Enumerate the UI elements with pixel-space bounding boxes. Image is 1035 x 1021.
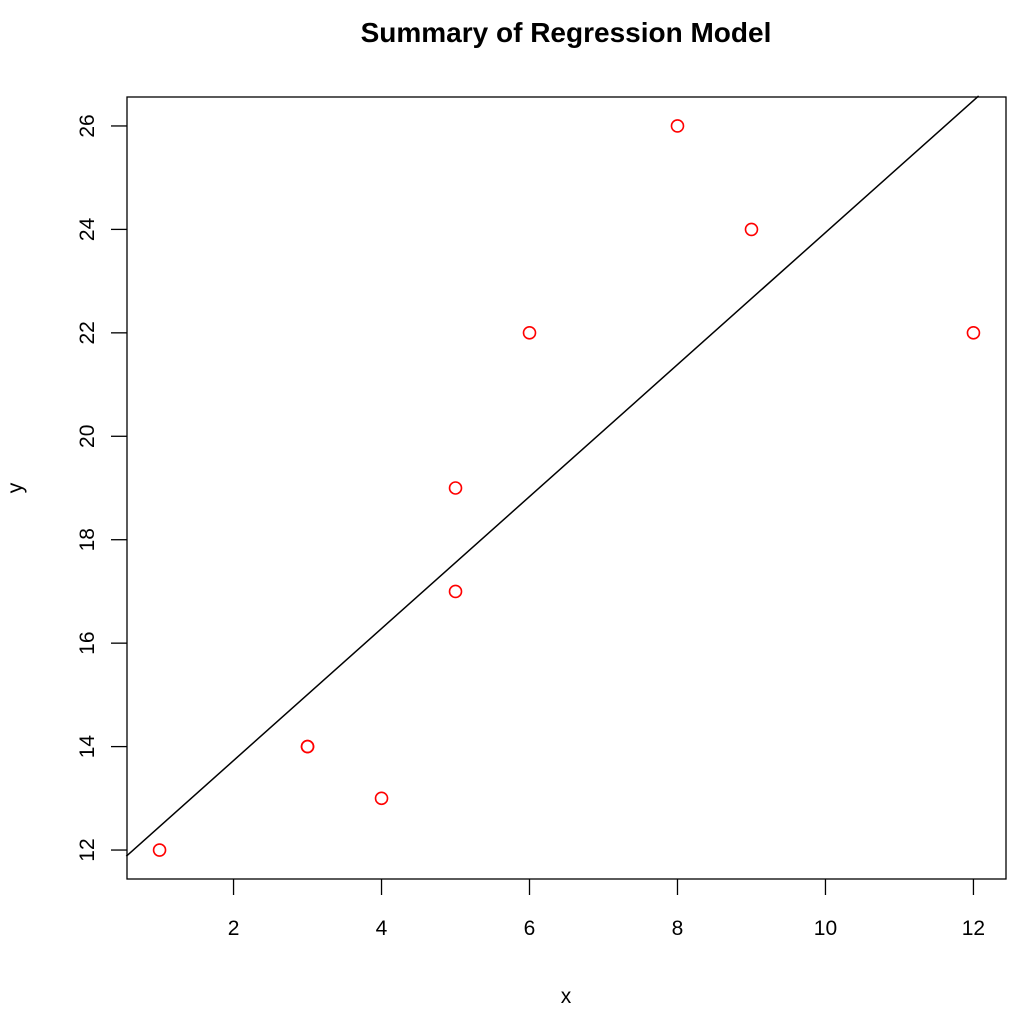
y-tick-label: 18	[76, 528, 99, 551]
x-tick-label: 2	[228, 917, 240, 940]
x-tick-label: 8	[672, 917, 684, 940]
y-tick-label: 12	[76, 838, 99, 861]
data-point	[522, 326, 537, 340]
data-point	[448, 584, 463, 599]
x-tick-label: 6	[524, 917, 536, 940]
data-point	[966, 326, 981, 340]
y-axis: 12 14 16 18 20 22 24 26	[76, 114, 127, 862]
data-point	[374, 791, 389, 806]
plot-frame	[126, 96, 1007, 880]
data-point	[152, 843, 167, 857]
y-tick-label: 22	[76, 321, 99, 344]
y-axis-label: y	[4, 482, 27, 493]
regression-line	[125, 95, 980, 857]
y-tick-label: 26	[76, 114, 99, 137]
data-point	[670, 119, 685, 133]
y-tick-label: 14	[76, 735, 99, 759]
data-point	[744, 222, 759, 237]
x-axis-label: x	[561, 985, 572, 1008]
data-point	[448, 481, 463, 495]
y-tick-label: 20	[76, 425, 99, 448]
x-tick-label: 12	[962, 917, 985, 940]
data-point	[300, 739, 315, 754]
x-tick-label: 10	[814, 917, 837, 940]
y-tick-label: 16	[76, 631, 99, 654]
plot-area	[125, 95, 1007, 880]
x-tick-label: 4	[376, 917, 388, 940]
x-axis: 2 4 6 8 10 12	[228, 879, 985, 940]
y-tick-label: 24	[76, 217, 99, 241]
chart-title: Summary of Regression Model	[361, 17, 772, 48]
